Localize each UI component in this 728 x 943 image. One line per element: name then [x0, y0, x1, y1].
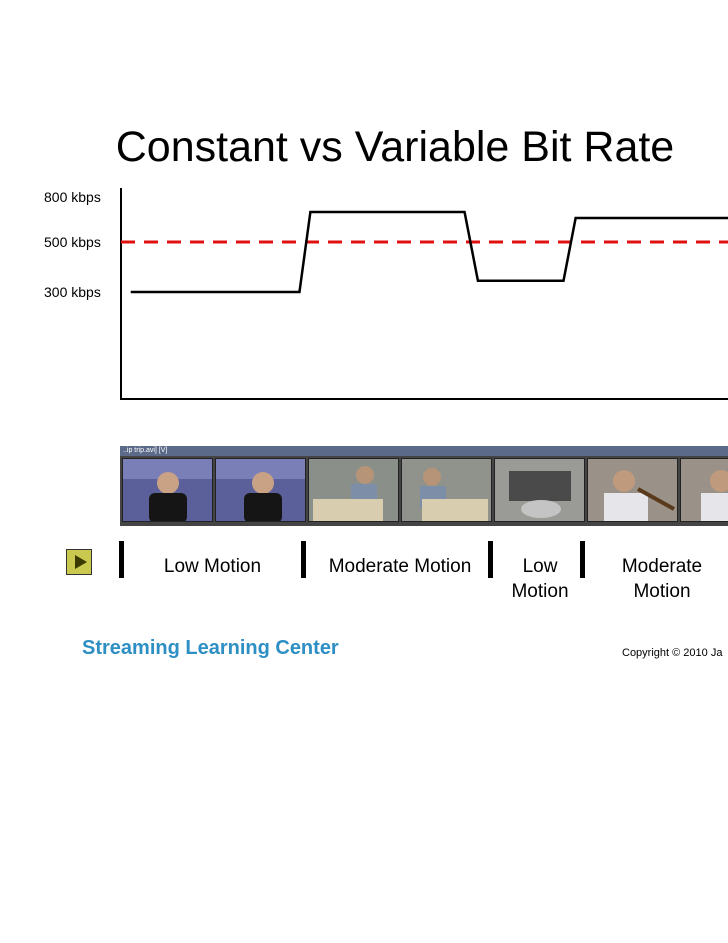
series-layer [121, 210, 728, 294]
video-frame [680, 458, 728, 522]
segment-label-low-motion-2: Low Motion [511, 556, 569, 602]
segment-label-moderate-motion-2: Moderate Motion [621, 556, 703, 602]
y-tick-label: 800 kbps [44, 189, 101, 205]
segment-label-low-motion: Low Motion [163, 556, 262, 577]
video-frame [494, 458, 585, 522]
chart-axes [120, 188, 728, 400]
video-frame [122, 458, 213, 522]
variable-bitrate-line [130, 210, 728, 294]
video-frame [308, 458, 399, 522]
filmstrip-caption: ..ip trip.avi] [V] [120, 446, 728, 456]
video-frame [587, 458, 678, 522]
y-tick-labels: 800 kbps 500 kbps 300 kbps [44, 189, 101, 300]
play-button[interactable] [66, 549, 92, 575]
video-frame [215, 458, 306, 522]
y-tick-label: 500 kbps [44, 234, 101, 250]
segment-divider [580, 541, 585, 578]
video-frame [401, 458, 492, 522]
copyright-notice: Copyright © 2010 Ja [622, 647, 723, 659]
segment-label-moderate-motion: Moderate Motion [328, 556, 472, 577]
segment-divider [301, 541, 306, 578]
video-filmstrip: ..ip trip.avi] [V] [120, 446, 728, 526]
segment-divider [119, 541, 124, 578]
y-tick-label: 300 kbps [44, 284, 101, 300]
bitrate-chart: 800 kbps 500 kbps 300 kbps [44, 188, 728, 400]
brand-logo: Streaming Learning Center [82, 637, 339, 659]
segment-divider [488, 541, 493, 578]
slide-title: Constant vs Variable Bit Rate [115, 123, 675, 171]
